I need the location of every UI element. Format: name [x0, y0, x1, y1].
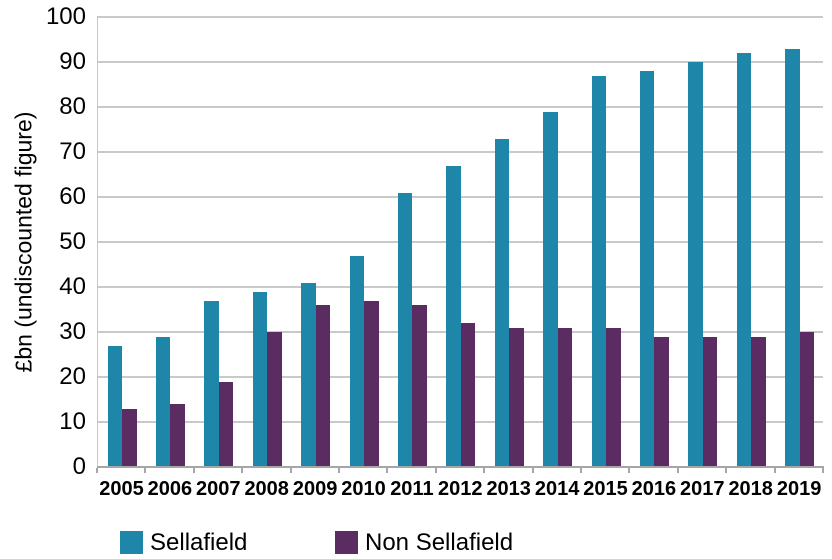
bar-non-sellafield-2015	[606, 327, 621, 467]
x-tick-label-2014: 2014	[534, 478, 580, 500]
y-tick-label-50: 50	[59, 228, 86, 255]
x-axis-tick	[289, 468, 292, 473]
bar-sellafield-2013	[494, 138, 510, 467]
bar-sellafield-2018	[736, 53, 752, 467]
x-tick-label-2007: 2007	[196, 478, 241, 500]
x-axis-tick	[676, 468, 679, 473]
bar-non-sellafield-2016	[654, 336, 669, 467]
y-tick-label-20: 20	[59, 363, 86, 390]
x-tick-label-2010: 2010	[341, 478, 386, 500]
x-tick-label-2017: 2017	[680, 478, 725, 500]
x-axis-tick	[773, 468, 776, 473]
x-tick-label-2011: 2011	[390, 478, 434, 500]
legend-swatch-non-sellafield	[335, 531, 358, 554]
x-tick-label-2018: 2018	[728, 478, 773, 500]
bar-non-sellafield-2005	[122, 408, 137, 467]
bar-non-sellafield-2014	[557, 327, 573, 467]
bar-non-sellafield-2019	[799, 332, 815, 467]
bar-non-sellafield-2012	[460, 323, 476, 467]
x-axis-tick	[338, 468, 340, 473]
bar-sellafield-2006	[155, 336, 171, 467]
bar-sellafield-2019	[785, 48, 800, 467]
y-tick-label-60: 60	[59, 183, 86, 210]
x-axis-tick	[96, 468, 98, 473]
gridline-y-100	[97, 16, 823, 18]
legend-label-non-sellafield: Non Sellafield	[365, 529, 514, 556]
legend-label-sellafield: Sellafield	[150, 529, 248, 556]
bar-non-sellafield-2010	[364, 300, 379, 467]
x-axis-tick	[580, 468, 582, 473]
bar-sellafield-2012	[446, 165, 461, 467]
bar-sellafield-2005	[107, 345, 122, 467]
x-tick-label-2013: 2013	[486, 478, 531, 500]
bar-sellafield-2009	[301, 282, 316, 467]
bar-non-sellafield-2007	[218, 381, 234, 467]
x-axis-tick	[434, 468, 437, 473]
bar-sellafield-2017	[688, 62, 703, 467]
x-axis-tick	[241, 468, 244, 473]
x-tick-label-2005: 2005	[99, 478, 144, 500]
bar-sellafield-2010	[349, 255, 364, 467]
bar-non-sellafield-2006	[170, 404, 185, 467]
plot-area	[97, 16, 823, 467]
x-axis-tick	[725, 468, 728, 473]
bar-sellafield-2015	[591, 75, 606, 467]
bar-sellafield-2014	[543, 111, 558, 467]
x-axis-tick	[386, 468, 389, 473]
x-axis-tick	[822, 468, 824, 473]
bar-non-sellafield-2017	[702, 336, 718, 467]
legend-swatch-sellafield	[120, 531, 143, 554]
bar-non-sellafield-2008	[267, 332, 282, 467]
x-tick-label-2006: 2006	[147, 478, 193, 500]
bar-non-sellafield-2009	[315, 305, 331, 467]
x-tick-label-2009: 2009	[292, 478, 338, 500]
x-axis-tick	[531, 468, 534, 473]
x-tick-label-2019: 2019	[776, 478, 822, 500]
y-tick-label-0: 0	[72, 453, 86, 480]
x-axis-line	[97, 466, 824, 468]
bar-non-sellafield-2011	[412, 305, 427, 467]
x-tick-label-2016: 2016	[631, 478, 677, 500]
gridline-y-90	[97, 61, 823, 63]
y-tick-label-30: 30	[59, 318, 86, 345]
x-axis-tick	[192, 468, 195, 473]
y-tick-label-40: 40	[59, 273, 86, 300]
gridline-y-70	[97, 151, 823, 153]
x-axis-tick	[144, 468, 147, 473]
gridline-y-80	[97, 106, 823, 108]
bar-sellafield-2016	[639, 71, 655, 467]
y-tick-label-90: 90	[59, 48, 86, 75]
y-tick-label-70: 70	[59, 138, 86, 165]
x-tick-label-2008: 2008	[244, 478, 289, 500]
x-tick-label-2015: 2015	[583, 478, 628, 500]
bar-sellafield-2011	[397, 192, 413, 467]
x-axis-tick	[483, 468, 486, 473]
x-tick-label-2012: 2012	[438, 478, 483, 500]
bar-non-sellafield-2013	[509, 327, 524, 467]
bar-non-sellafield-2018	[751, 336, 766, 467]
bar-sellafield-2007	[204, 300, 219, 467]
x-axis-tick	[628, 468, 631, 473]
y-tick-label-10: 10	[59, 408, 86, 435]
y-tick-label-100: 100	[45, 3, 86, 30]
y-tick-label-80: 80	[59, 93, 86, 120]
bar-sellafield-2008	[252, 291, 268, 467]
